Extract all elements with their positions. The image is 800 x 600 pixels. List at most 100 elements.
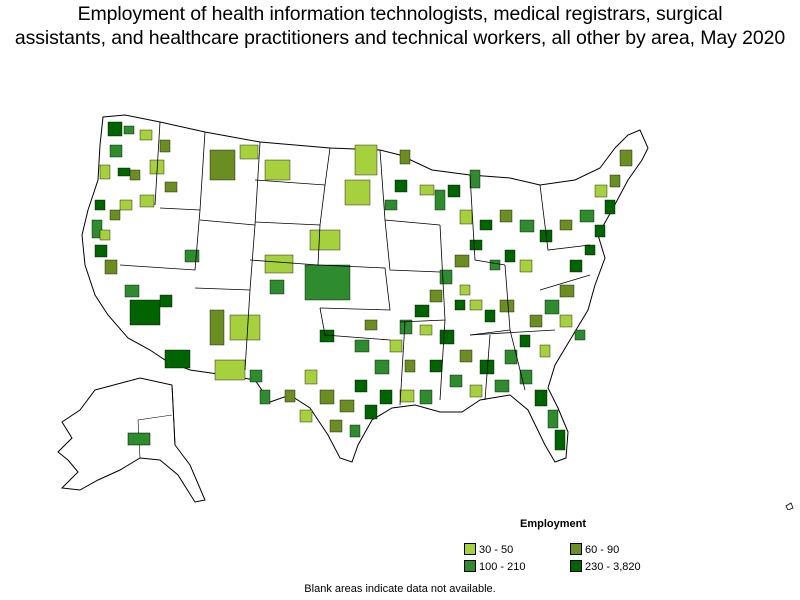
employment-area-cell <box>119 199 133 211</box>
employment-area-cell <box>91 219 103 239</box>
state-borders <box>119 121 591 406</box>
employment-area-cell <box>579 209 595 223</box>
employment-area-cell <box>574 329 586 341</box>
legend-item-1: 30 - 50 <box>464 543 513 557</box>
employment-area-cell <box>499 209 513 223</box>
employment-area-cell <box>94 199 106 211</box>
employment-area-cell <box>389 339 403 353</box>
employment-area-cell <box>264 159 291 181</box>
map-title-line-1: Employment of health information technol… <box>77 3 723 25</box>
employment-area-cell <box>379 389 393 405</box>
employment-area-cell <box>354 379 368 393</box>
employment-area-cell <box>129 169 141 181</box>
legend-label: 230 - 3,820 <box>585 561 641 573</box>
employment-area-cell <box>429 359 443 373</box>
employment-area-cell <box>214 359 246 381</box>
employment-area-cell <box>594 224 606 238</box>
employment-area-cell <box>447 184 461 198</box>
employment-area-cell <box>339 399 355 413</box>
employment-area-cells <box>91 121 633 451</box>
employment-area-cell <box>139 194 155 208</box>
employment-area-cell <box>419 324 433 336</box>
employment-area-cell <box>569 259 583 273</box>
employment-area-cell <box>259 389 271 405</box>
employment-area-cell <box>299 409 313 423</box>
employment-area-cell <box>184 249 200 263</box>
employment-area-cell <box>159 139 171 153</box>
employment-area-cell <box>344 179 371 206</box>
employment-area-cell <box>519 219 535 233</box>
employment-area-cell <box>554 429 566 451</box>
employment-area-cell <box>604 199 616 215</box>
employment-area-cell <box>239 144 259 160</box>
employment-area-cell <box>479 219 493 231</box>
employment-area-cell <box>104 259 118 275</box>
employment-area-cell <box>459 209 473 225</box>
employment-area-cell <box>117 167 131 177</box>
employment-area-cell <box>94 244 108 258</box>
legend-swatch <box>570 560 582 572</box>
employment-area-cell <box>249 369 263 383</box>
legend-title: Employment <box>520 518 587 530</box>
employment-area-cell <box>304 369 318 385</box>
legend-swatch <box>570 543 582 555</box>
employment-area-cell <box>459 349 473 363</box>
employment-area-cell <box>519 334 531 348</box>
employment-area-cell <box>454 299 466 311</box>
employment-area-cell <box>123 125 135 135</box>
employment-area-cell <box>544 299 560 315</box>
employment-area-cell <box>399 149 411 165</box>
employment-area-cell <box>284 389 296 403</box>
employment-area-cell <box>489 259 501 271</box>
employment-area-cell <box>469 239 483 251</box>
employment-area-cell <box>164 349 191 369</box>
employment-area-cell <box>434 189 446 211</box>
employment-area-cell <box>354 339 370 353</box>
employment-area-cell <box>547 409 559 429</box>
legend-label: 100 - 210 <box>479 561 526 573</box>
employment-area-cell <box>469 299 483 311</box>
employment-area-cell <box>319 329 335 343</box>
alaska-anchorage-area <box>127 432 151 446</box>
legend-label: 60 - 90 <box>585 544 620 556</box>
employment-area-cell <box>109 144 123 158</box>
employment-area-cell <box>609 174 621 188</box>
employment-area-cell <box>399 389 415 403</box>
legend-item-3: 100 - 210 <box>464 560 525 574</box>
employment-area-cell <box>374 359 390 375</box>
employment-area-cell <box>559 284 575 298</box>
employment-area-cell <box>429 289 443 303</box>
employment-area-cell <box>129 299 161 326</box>
employment-area-cell <box>584 244 596 256</box>
employment-area-cell <box>209 309 225 346</box>
map-title-line-2: assistants, and healthcare practitioners… <box>14 27 786 49</box>
employment-area-cell <box>304 264 351 301</box>
employment-area-cell <box>499 299 515 313</box>
employment-area-cell <box>539 344 551 358</box>
employment-area-cell <box>439 269 453 285</box>
employment-area-cell <box>354 144 378 176</box>
employment-area-cell <box>319 389 335 405</box>
employment-area-cell <box>99 229 111 241</box>
employment-area-cell <box>559 314 573 328</box>
employment-area-cell <box>269 279 285 295</box>
employment-area-cell <box>494 379 510 393</box>
employment-area-cell <box>459 284 471 296</box>
footnote: Blank areas indicate data not available. <box>304 583 496 595</box>
legend-item-2: 60 - 90 <box>570 543 619 557</box>
employment-area-cell <box>139 129 153 141</box>
employment-area-cell <box>229 314 261 341</box>
us-employment-map <box>57 114 794 510</box>
employment-area-cell <box>504 249 516 263</box>
employment-area-cell <box>594 184 608 198</box>
employment-area-cell <box>109 209 121 221</box>
employment-area-cell <box>329 419 343 433</box>
employment-area-cell <box>619 149 633 167</box>
employment-area-cell <box>394 179 408 193</box>
employment-area-cell <box>209 149 236 181</box>
employment-area-cell <box>419 389 433 405</box>
employment-area-cell <box>529 314 543 328</box>
employment-area-cell <box>399 319 413 335</box>
employment-area-cell <box>107 121 123 137</box>
legend-item-4: 230 - 3,820 <box>570 560 641 574</box>
